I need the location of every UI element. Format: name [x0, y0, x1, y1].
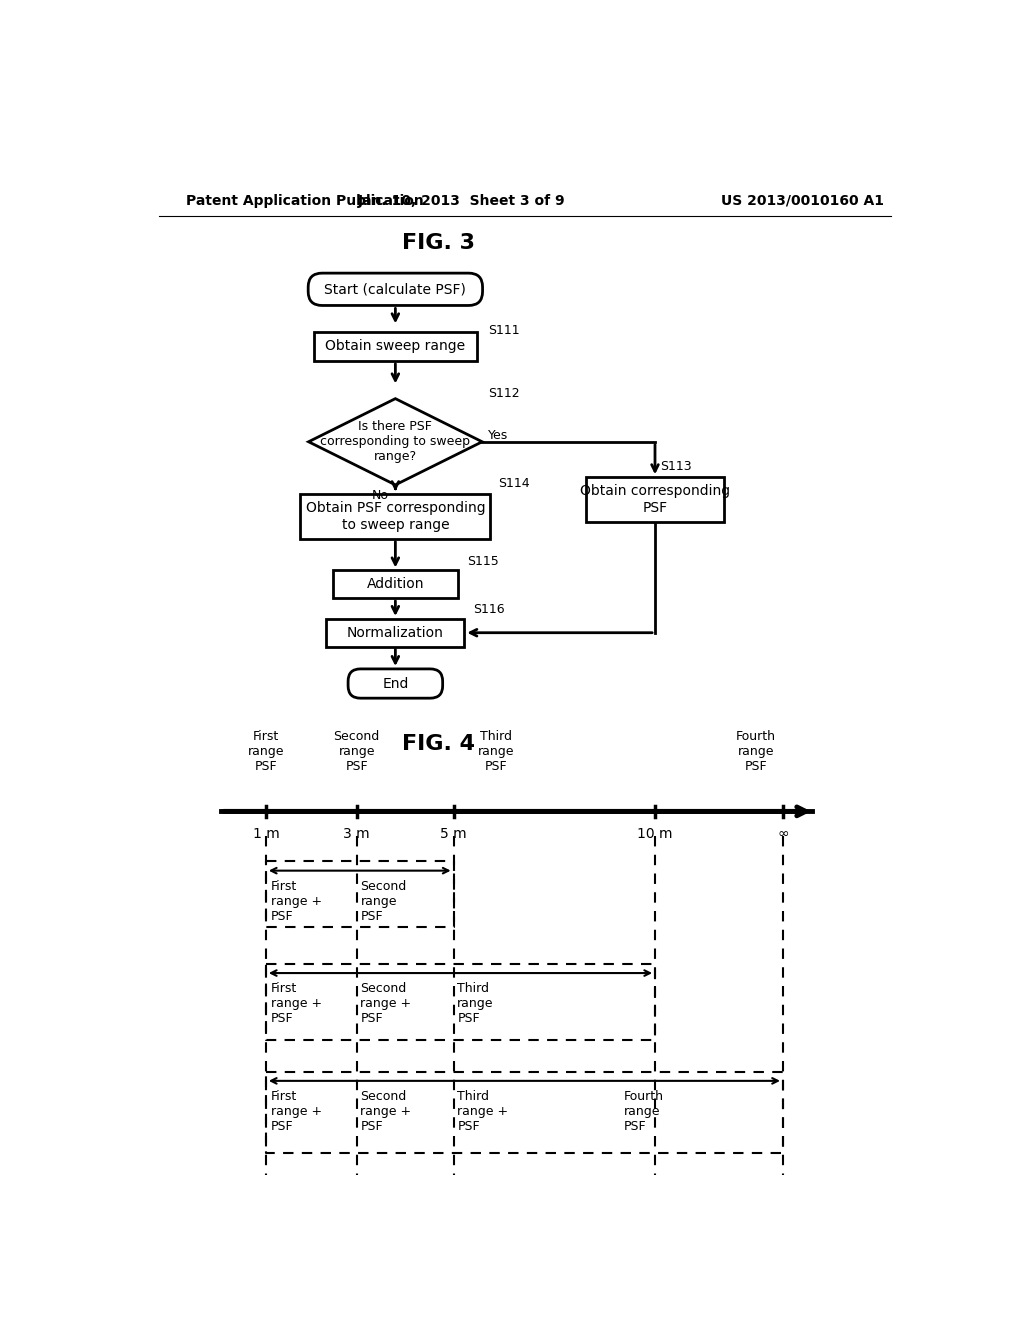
Bar — [314, 331, 477, 360]
Text: Is there PSF
corresponding to sweep
range?: Is there PSF corresponding to sweep rang… — [321, 420, 470, 463]
Text: First
range +
PSF: First range + PSF — [270, 1090, 322, 1133]
Text: Third
range +
PSF: Third range + PSF — [458, 1090, 509, 1133]
Text: 3 m: 3 m — [343, 826, 370, 841]
Text: FIG. 3: FIG. 3 — [401, 234, 474, 253]
Text: FIG. 4: FIG. 4 — [401, 734, 474, 754]
Text: S114: S114 — [499, 477, 530, 490]
Bar — [327, 619, 464, 647]
Text: S111: S111 — [488, 325, 520, 338]
Text: Addition: Addition — [367, 577, 424, 591]
Text: No: No — [372, 490, 388, 502]
Text: Second
range +
PSF: Second range + PSF — [360, 1090, 412, 1133]
Text: Obtain PSF corresponding
to sweep range: Obtain PSF corresponding to sweep range — [305, 502, 485, 532]
FancyBboxPatch shape — [308, 273, 482, 305]
Polygon shape — [308, 399, 482, 484]
FancyBboxPatch shape — [348, 669, 442, 698]
Text: Obtain corresponding
PSF: Obtain corresponding PSF — [580, 484, 730, 515]
Text: Yes: Yes — [488, 429, 509, 442]
Text: First
range +
PSF: First range + PSF — [270, 982, 322, 1026]
Text: Normalization: Normalization — [347, 626, 443, 640]
Text: End: End — [382, 677, 409, 690]
Bar — [300, 494, 490, 539]
Text: S113: S113 — [659, 459, 691, 473]
Text: Obtain sweep range: Obtain sweep range — [326, 339, 466, 354]
Text: Second
range
PSF: Second range PSF — [360, 880, 407, 923]
Text: ∞: ∞ — [777, 826, 788, 841]
Text: Jan. 10, 2013  Sheet 3 of 9: Jan. 10, 2013 Sheet 3 of 9 — [357, 194, 565, 207]
Bar — [333, 570, 458, 598]
Text: Fourth
range
PSF: Fourth range PSF — [624, 1090, 664, 1133]
Text: 5 m: 5 m — [440, 826, 467, 841]
Text: Second
range
PSF: Second range PSF — [334, 730, 380, 774]
Text: Third
range
PSF: Third range PSF — [478, 730, 514, 774]
Bar — [586, 478, 724, 521]
Text: Start (calculate PSF): Start (calculate PSF) — [325, 282, 466, 296]
Text: First
range +
PSF: First range + PSF — [270, 880, 322, 923]
Text: 10 m: 10 m — [637, 826, 673, 841]
Text: Patent Application Publication: Patent Application Publication — [186, 194, 424, 207]
Text: 1 m: 1 m — [253, 826, 280, 841]
Text: First
range
PSF: First range PSF — [248, 730, 285, 774]
Text: US 2013/0010160 A1: US 2013/0010160 A1 — [721, 194, 884, 207]
Text: Second
range +
PSF: Second range + PSF — [360, 982, 412, 1026]
Text: Fourth
range
PSF: Fourth range PSF — [736, 730, 776, 774]
Text: S116: S116 — [473, 603, 505, 616]
Text: S115: S115 — [467, 554, 499, 568]
Text: S112: S112 — [488, 387, 520, 400]
Text: Third
range
PSF: Third range PSF — [458, 982, 494, 1026]
